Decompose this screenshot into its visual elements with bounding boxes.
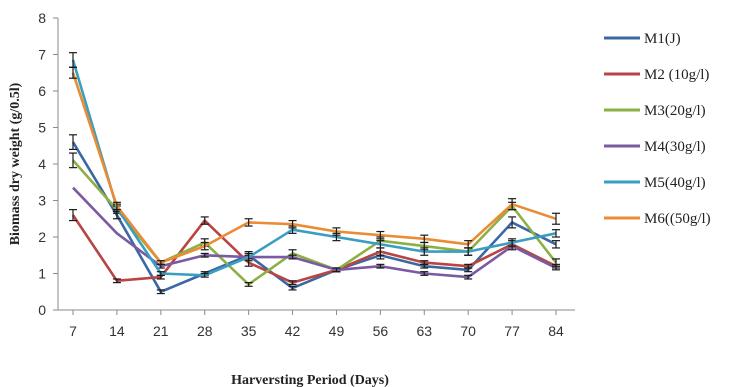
x-tick-label: 56 bbox=[373, 323, 389, 339]
legend-label: M1(J) bbox=[644, 31, 681, 47]
series-5 bbox=[69, 52, 560, 278]
series-layer bbox=[69, 52, 560, 295]
x-tick-label: 84 bbox=[548, 323, 564, 339]
legend-item: M2 (10g/l) bbox=[604, 67, 709, 83]
y-axis-title: Biomass dry weight (g/0.5l) bbox=[8, 82, 23, 245]
x-tick-label: 77 bbox=[504, 323, 520, 339]
y-tick-label: 7 bbox=[38, 47, 46, 63]
x-axis-title: Harversting Period (Days) bbox=[231, 373, 389, 387]
series-line bbox=[71, 214, 557, 284]
y-tick-label: 4 bbox=[38, 156, 46, 172]
x-tick-label: 49 bbox=[329, 323, 345, 339]
y-tick-label: 2 bbox=[38, 229, 46, 245]
axes bbox=[57, 18, 575, 311]
x-tick-label: 42 bbox=[285, 323, 301, 339]
legend-item: M5(40g/l) bbox=[604, 175, 706, 191]
legend-item: M4(30g/l) bbox=[604, 139, 706, 155]
series-6 bbox=[69, 66, 560, 265]
x-tick-label: 7 bbox=[69, 323, 77, 339]
y-tick-label: 8 bbox=[38, 10, 46, 26]
y-tick-label: 1 bbox=[38, 266, 46, 282]
legend-item: M3(20g/l) bbox=[604, 103, 706, 119]
series-3 bbox=[69, 152, 560, 287]
legend-item: M6((50g/l) bbox=[604, 211, 711, 227]
series-line bbox=[71, 141, 557, 294]
y-tick-label: 0 bbox=[38, 302, 46, 318]
y-tick-label: 6 bbox=[38, 83, 46, 99]
series-line bbox=[71, 59, 557, 277]
x-tick-label: 63 bbox=[416, 323, 432, 339]
series-2 bbox=[69, 209, 560, 286]
x-axis-ticks: 7 14 21 28 35 42 49 56 63 70 77 84 bbox=[69, 310, 564, 339]
legend-label: M4(30g/l) bbox=[644, 139, 706, 155]
legend-label: M6((50g/l) bbox=[644, 211, 711, 227]
x-tick-label: 21 bbox=[153, 323, 169, 339]
series-line bbox=[71, 72, 557, 264]
legend: M1(J) M2 (10g/l) M3(20g/l) M4(30g/l) M5(40g/… bbox=[604, 31, 711, 227]
x-tick-label: 14 bbox=[109, 323, 125, 339]
y-tick-label: 3 bbox=[38, 193, 46, 209]
legend-label: M2 (10g/l) bbox=[644, 67, 709, 83]
legend-label: M3(20g/l) bbox=[644, 103, 706, 119]
x-tick-label: 28 bbox=[197, 323, 213, 339]
y-tick-label: 5 bbox=[38, 120, 46, 136]
series-1 bbox=[69, 134, 560, 295]
x-tick-label: 70 bbox=[460, 323, 476, 339]
y-axis-ticks: 0 1 2 3 4 5 6 7 8 bbox=[38, 10, 58, 318]
legend-label: M5(40g/l) bbox=[644, 175, 706, 191]
legend-item: M1(J) bbox=[604, 31, 681, 47]
x-tick-label: 35 bbox=[241, 323, 257, 339]
